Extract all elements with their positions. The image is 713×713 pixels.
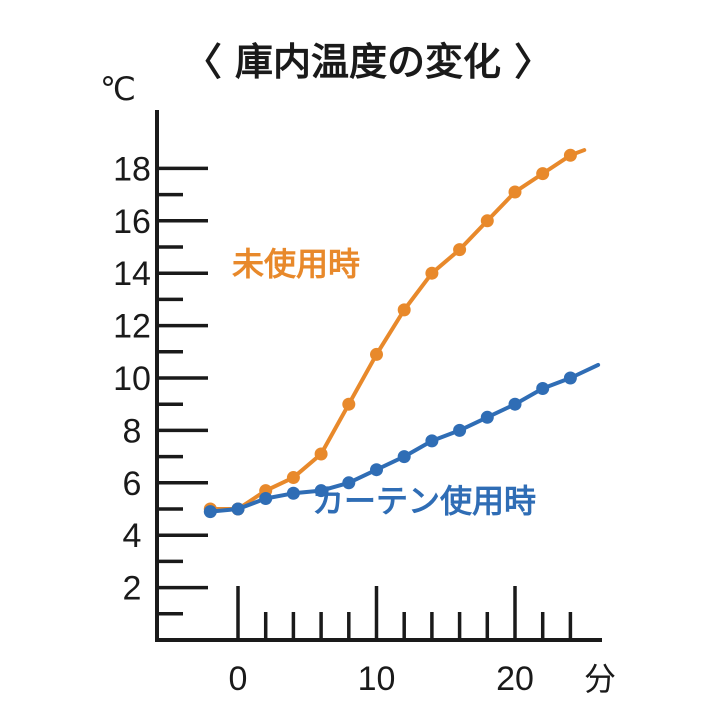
y-tick-label: 4: [123, 517, 142, 555]
y-axis-unit: ℃: [100, 71, 136, 107]
x-axis-unit: 分: [584, 661, 616, 697]
series-point: [370, 463, 383, 477]
y-tick-label: 8: [123, 412, 142, 450]
series-point: [536, 381, 550, 395]
series-label-1: カーテン使用時: [312, 482, 536, 520]
x-tick-label: 20: [496, 660, 534, 698]
series-point: [480, 214, 494, 228]
series-line-0: [208, 148, 587, 511]
y-tick-label: 18: [113, 150, 151, 188]
series-point: [231, 502, 245, 516]
series-point: [425, 266, 439, 280]
series-point: [286, 486, 300, 500]
series-point: [453, 423, 467, 437]
chart-title: 〈 庫内温度の変化 〉: [184, 40, 552, 84]
series-point: [563, 371, 577, 385]
series-point: [508, 397, 522, 411]
series-point: [480, 410, 494, 424]
y-tick-label: 2: [123, 570, 142, 608]
x-tick-label: 10: [358, 660, 396, 698]
series-point: [314, 484, 328, 498]
y-tick-label: 16: [113, 203, 151, 241]
series-point: [370, 347, 383, 361]
series-point: [286, 471, 300, 485]
chart-series: [203, 148, 601, 519]
series-point: [342, 397, 356, 411]
series-point: [397, 450, 411, 464]
series-label-0: 未使用時: [232, 245, 360, 283]
series-point: [314, 447, 328, 461]
series-point: [453, 243, 467, 257]
series-point: [342, 476, 356, 490]
series-point: [508, 185, 522, 199]
y-tick-label: 12: [113, 308, 151, 346]
series-point: [563, 148, 577, 162]
axis-ticks: 2 4 6 8 10 12 14 16 18 0 10 20: [113, 150, 573, 698]
x-tick-label: 0: [229, 660, 248, 698]
series-point: [203, 505, 217, 519]
chart-axes: [155, 110, 602, 642]
series-point: [397, 303, 411, 317]
y-tick-label: 10: [113, 360, 151, 398]
y-tick-label: 14: [113, 255, 151, 293]
series-point: [259, 492, 273, 506]
y-tick-label: 6: [123, 465, 142, 503]
series-point: [425, 434, 439, 448]
series-point: [536, 167, 550, 181]
